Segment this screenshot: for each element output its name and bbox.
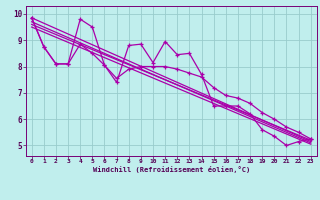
X-axis label: Windchill (Refroidissement éolien,°C): Windchill (Refroidissement éolien,°C) — [92, 166, 250, 173]
